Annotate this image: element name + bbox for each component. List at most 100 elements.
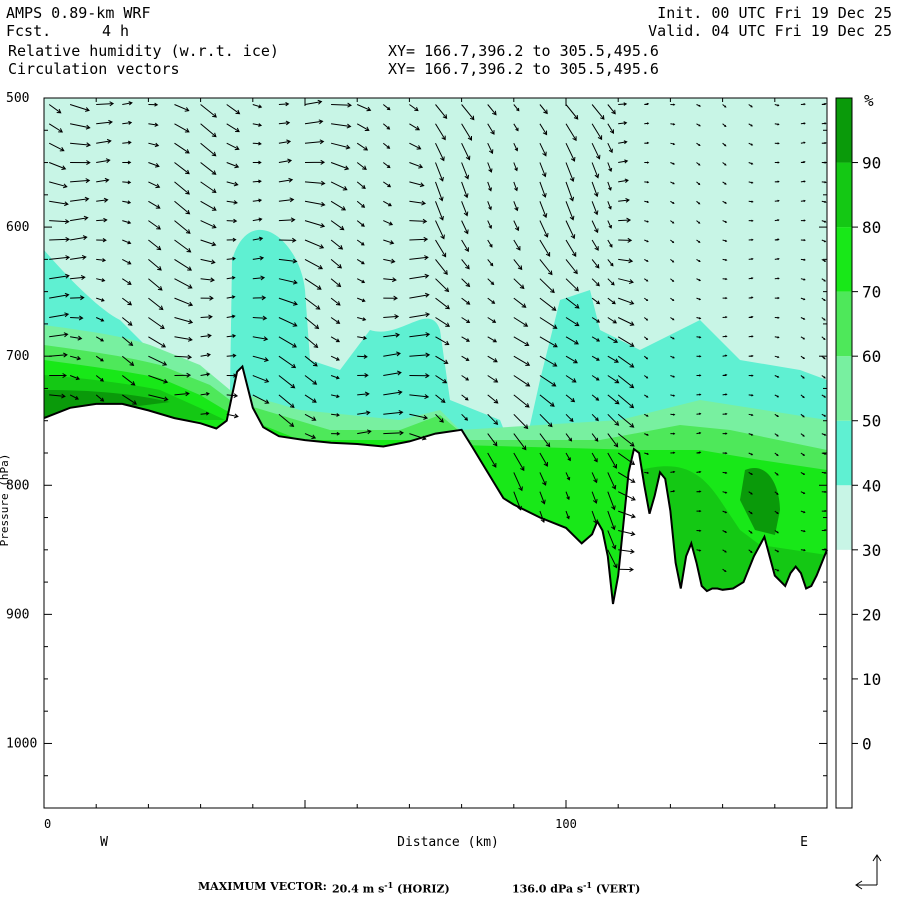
- vector-arrow: [174, 220, 191, 234]
- vector-arrow: [617, 471, 636, 483]
- vector-arrow: [95, 394, 105, 402]
- vector-arrow: [644, 122, 650, 125]
- vector-arrow: [487, 278, 495, 286]
- vector-arrow: [670, 432, 676, 435]
- vector-arrow: [722, 142, 727, 147]
- vector-arrow: [722, 162, 727, 166]
- vector-arrow: [304, 355, 318, 367]
- vector-arrow: [748, 104, 753, 108]
- vector-arrow: [461, 239, 469, 253]
- vector-arrow: [748, 413, 754, 417]
- vector-arrow: [643, 355, 649, 360]
- vector-arrow: [122, 394, 137, 405]
- vector-arrow: [513, 472, 523, 492]
- x-tick-label: 100: [555, 817, 577, 831]
- vector-arrow: [670, 259, 675, 263]
- vector-arrow: [821, 239, 827, 243]
- vector-arrow: [174, 354, 193, 360]
- vector-arrow: [122, 101, 133, 106]
- vector-arrow: [607, 491, 616, 511]
- vector-arrow: [278, 375, 296, 389]
- vector-arrow: [539, 220, 549, 238]
- vector-arrow: [618, 297, 635, 305]
- vector-arrow: [200, 314, 213, 320]
- vector-arrow: [617, 491, 636, 501]
- vector-arrow: [774, 277, 780, 280]
- vector-arrow: [96, 197, 109, 203]
- vector-arrow: [607, 530, 617, 550]
- vector-arrow: [383, 351, 401, 357]
- vector-arrow: [800, 160, 806, 164]
- vector-arrow: [748, 491, 753, 495]
- vector-arrow: [821, 220, 827, 223]
- vector-arrow: [617, 394, 635, 409]
- vector-arrow: [722, 277, 728, 281]
- vector-arrow: [200, 352, 211, 358]
- vector-arrow: [148, 102, 159, 107]
- vector-arrow: [174, 391, 190, 397]
- vector-arrow: [591, 104, 605, 120]
- vector-arrow: [774, 336, 780, 339]
- vector-arrow: [565, 433, 573, 442]
- vector-arrow: [722, 568, 727, 573]
- vector-arrow: [252, 123, 263, 127]
- vector-arrow: [409, 162, 424, 169]
- vector-arrow: [617, 452, 636, 465]
- vector-arrow: [513, 355, 531, 366]
- vector-arrow: [409, 332, 431, 338]
- vector-arrow: [304, 239, 325, 249]
- vector-arrow: [148, 355, 168, 366]
- vector-arrow: [513, 259, 523, 271]
- vector-arrow: [748, 123, 753, 127]
- vector-arrow: [304, 139, 325, 145]
- rh-fill-layer: [44, 98, 827, 604]
- colorbar-label: 30: [862, 541, 881, 560]
- vector-arrow: [357, 317, 367, 321]
- vector-arrow: [644, 161, 650, 164]
- vector-arrow: [800, 317, 806, 320]
- vector-arrow: [121, 317, 133, 326]
- vector-arrow: [409, 218, 428, 224]
- vector-arrow: [278, 355, 297, 369]
- vector-arrow: [252, 255, 265, 261]
- vector-arrow: [607, 472, 617, 490]
- vector-arrow: [774, 549, 780, 553]
- vector-arrow: [304, 375, 318, 385]
- vector-arrow: [49, 273, 70, 280]
- vector-arrow: [722, 123, 727, 128]
- vector-arrow: [696, 162, 701, 166]
- vector-arrow: [200, 142, 217, 157]
- vector-arrow: [821, 278, 826, 282]
- vector-arrow: [409, 413, 429, 420]
- vector-arrow: [330, 181, 348, 191]
- y-axis-title: Pressure (hPa): [0, 454, 11, 547]
- vector-arrow: [356, 142, 369, 151]
- vector-arrow: [607, 104, 616, 115]
- vector-arrow: [722, 104, 727, 108]
- vector-arrow: [49, 162, 67, 170]
- vector-arrow: [565, 375, 577, 383]
- vector-arrow: [356, 162, 367, 171]
- vector-arrow: [357, 335, 368, 340]
- vector-arrow: [461, 201, 469, 217]
- vector-arrow: [722, 181, 727, 185]
- vector-arrow: [748, 200, 754, 203]
- vector-arrow: [748, 335, 754, 338]
- vector-arrow: [565, 472, 571, 481]
- vector-arrow: [513, 491, 522, 511]
- xy-range-1: XY= 166.7,396.2 to 305.5,495.6: [388, 42, 659, 60]
- vector-arrow: [591, 123, 603, 141]
- vector-arrow: [383, 370, 402, 376]
- vector-arrow: [122, 220, 132, 225]
- vector-arrow: [356, 104, 372, 112]
- vector-arrow: [565, 278, 579, 292]
- vector-arrow: [722, 530, 728, 533]
- vector-arrow: [70, 295, 85, 301]
- vector-arrow: [696, 412, 702, 415]
- horiz-unit: (HORIZ): [397, 882, 450, 896]
- vector-arrow: [513, 220, 520, 232]
- vector-arrow: [461, 355, 470, 361]
- vector-arrow: [643, 317, 649, 321]
- colorbar-swatch: [836, 291, 852, 357]
- vector-arrow: [304, 99, 323, 105]
